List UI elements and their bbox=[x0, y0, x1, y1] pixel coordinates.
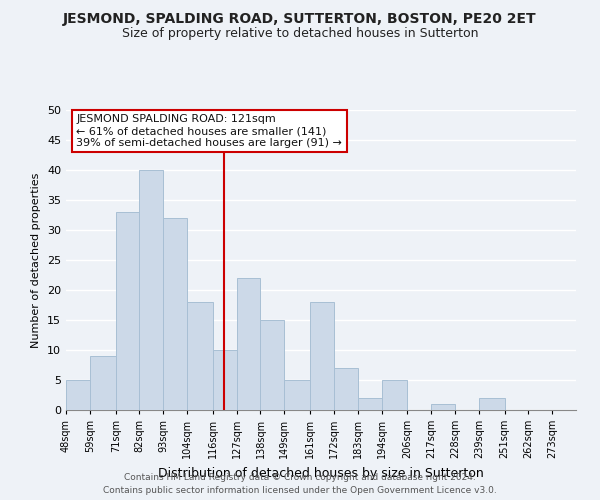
Bar bbox=[284, 380, 310, 410]
Bar bbox=[213, 350, 237, 410]
Bar bbox=[431, 404, 455, 410]
Bar bbox=[90, 356, 116, 410]
Text: Contains HM Land Registry data © Crown copyright and database right 2024.: Contains HM Land Registry data © Crown c… bbox=[124, 472, 476, 482]
Bar bbox=[479, 398, 505, 410]
Bar bbox=[334, 368, 358, 410]
X-axis label: Distribution of detached houses by size in Sutterton: Distribution of detached houses by size … bbox=[158, 466, 484, 479]
Bar bbox=[382, 380, 407, 410]
Bar bbox=[139, 170, 163, 410]
Bar bbox=[310, 302, 334, 410]
Bar bbox=[187, 302, 213, 410]
Bar bbox=[237, 278, 260, 410]
Bar bbox=[163, 218, 187, 410]
Text: JESMOND, SPALDING ROAD, SUTTERTON, BOSTON, PE20 2ET: JESMOND, SPALDING ROAD, SUTTERTON, BOSTO… bbox=[63, 12, 537, 26]
Bar bbox=[116, 212, 139, 410]
Text: Size of property relative to detached houses in Sutterton: Size of property relative to detached ho… bbox=[122, 28, 478, 40]
Text: Contains public sector information licensed under the Open Government Licence v3: Contains public sector information licen… bbox=[103, 486, 497, 495]
Y-axis label: Number of detached properties: Number of detached properties bbox=[31, 172, 41, 348]
Bar bbox=[66, 380, 90, 410]
Bar bbox=[260, 320, 284, 410]
Text: JESMOND SPALDING ROAD: 121sqm
← 61% of detached houses are smaller (141)
39% of : JESMOND SPALDING ROAD: 121sqm ← 61% of d… bbox=[76, 114, 342, 148]
Bar bbox=[358, 398, 382, 410]
